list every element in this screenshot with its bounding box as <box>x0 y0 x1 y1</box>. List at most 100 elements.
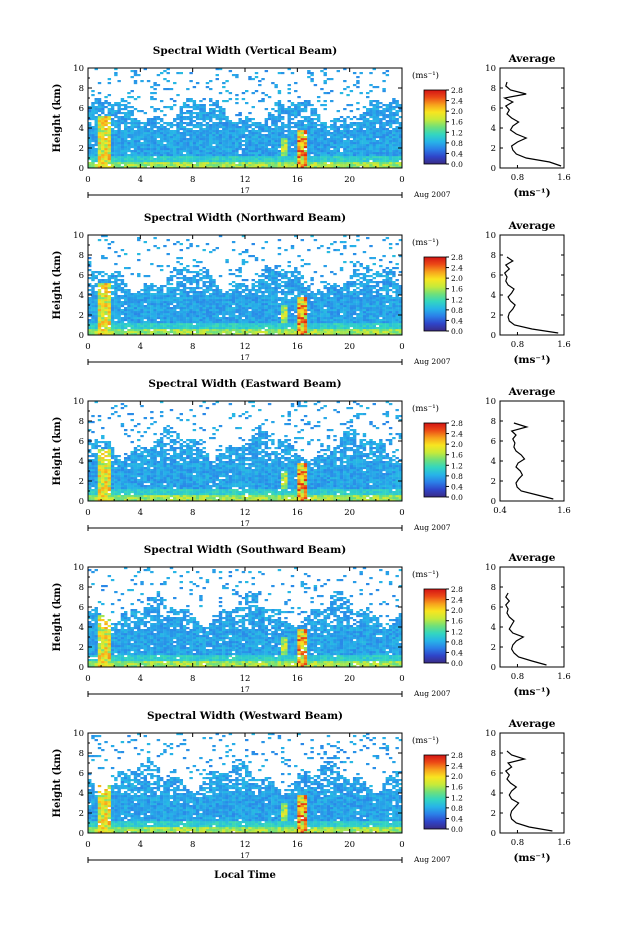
colorbar-tick-label: 0.4 <box>451 149 463 158</box>
profile-frame <box>499 400 565 502</box>
colorbar-tick-label: 2.8 <box>451 419 463 428</box>
heatmap-cells <box>88 567 403 668</box>
colorbar <box>423 89 447 165</box>
profile-y-tick-label: 10 <box>485 729 496 739</box>
x-tick-label: 0 <box>399 175 404 185</box>
y-axis-label: Height (km) <box>52 749 63 818</box>
profile-x-tick-label: 0.8 <box>511 838 525 848</box>
profile-y-tick-label: 8 <box>491 749 496 759</box>
y-tick-label: 10 <box>73 231 84 241</box>
profile-y-tick-label: 2 <box>491 643 496 653</box>
colorbar-unit: (ms⁻¹) <box>412 70 439 81</box>
y-tick-label: 6 <box>79 271 84 281</box>
colorbar-tick-label: 1.6 <box>451 783 463 792</box>
profile-frame <box>499 234 565 336</box>
profile-y-tick-label: 4 <box>491 789 496 799</box>
profile-line <box>505 592 547 666</box>
profile-frame <box>499 67 565 169</box>
y-tick-label: 2 <box>79 809 84 819</box>
profile-x-tick-label: 0.4 <box>493 506 507 516</box>
profile-line <box>502 81 562 167</box>
y-tick-label: 10 <box>73 729 84 739</box>
colorbar-tick-label: 1.6 <box>451 451 463 460</box>
profile-y-tick-label: 8 <box>491 417 496 427</box>
heatmap-title: Spectral Width (Westward Beam) <box>147 710 343 722</box>
profile-x-label: (ms⁻¹) <box>513 354 550 366</box>
profile-y-tick-label: 0 <box>491 663 496 673</box>
profile-y-tick-label: 8 <box>491 84 496 94</box>
profile-x-label: (ms⁻¹) <box>513 686 550 698</box>
x-tick-label: 8 <box>190 175 195 185</box>
y-tick-label: 0 <box>79 331 84 341</box>
profile-y-tick-label: 6 <box>491 603 496 613</box>
colorbar-tick-label: 2.8 <box>451 751 463 760</box>
profile-title: Average <box>508 53 556 65</box>
profile-y-tick-label: 6 <box>491 437 496 447</box>
heatmap-title: Spectral Width (Eastward Beam) <box>148 378 341 390</box>
x-tick-label: 8 <box>190 342 195 352</box>
panel-3: Spectral Width (Eastward Beam) 0 2 4 6 8 10 0 4 8… <box>52 378 571 532</box>
colorbar-tick-label: 0.4 <box>451 648 463 657</box>
colorbar-tick-label: 2.4 <box>451 97 463 106</box>
x-tick-label: 0 <box>85 840 90 850</box>
x-tick-label: 0 <box>85 674 90 684</box>
profile-x-tick-label: 0.8 <box>511 672 525 682</box>
profile-y-tick-label: 0 <box>491 497 496 507</box>
y-tick-label: 8 <box>79 749 84 759</box>
x-tick-label: 8 <box>190 840 195 850</box>
colorbar-tick-label: 0.4 <box>451 814 463 823</box>
x-tick-label: 4 <box>138 840 143 850</box>
heatmap-cells <box>88 235 403 336</box>
x-tick-label: 20 <box>344 175 355 185</box>
colorbar-tick-label: 0.8 <box>451 638 463 647</box>
colorbar-tick-label: 0.8 <box>451 306 463 315</box>
profile-y-tick-label: 8 <box>491 251 496 261</box>
y-tick-label: 6 <box>79 769 84 779</box>
profile-y-tick-label: 10 <box>485 231 496 241</box>
x-tick-label: 20 <box>344 840 355 850</box>
colorbar <box>423 754 447 830</box>
x-tick-label: 16 <box>292 840 303 850</box>
colorbar-tick-label: 0.8 <box>451 139 463 148</box>
x-tick-label: 12 <box>240 674 251 684</box>
profile-frame <box>499 566 565 668</box>
y-tick-label: 2 <box>79 311 84 321</box>
profile-y-tick-label: 4 <box>491 623 496 633</box>
profile-frame <box>499 732 565 834</box>
y-tick-label: 4 <box>79 789 84 799</box>
y-axis-label: Height (km) <box>52 417 63 486</box>
y-tick-label: 8 <box>79 417 84 427</box>
x-tick-label: 4 <box>138 674 143 684</box>
colorbar-tick-label: 2.8 <box>451 585 463 594</box>
panel-4: Spectral Width (Southward Beam) 0 2 4 6 8 10 0 4… <box>52 544 571 698</box>
profile-y-tick-label: 4 <box>491 457 496 467</box>
profile-title: Average <box>508 220 556 232</box>
x-tick-label: 8 <box>190 508 195 518</box>
x-tick-label: 16 <box>292 175 303 185</box>
x-tick-label: 16 <box>292 508 303 518</box>
colorbar-tick-label: 2.8 <box>451 86 463 95</box>
colorbar <box>423 588 447 664</box>
y-tick-label: 2 <box>79 643 84 653</box>
x-tick-label: 0 <box>399 342 404 352</box>
colorbar-tick-label: 2.0 <box>451 274 463 283</box>
y-tick-label: 4 <box>79 623 84 633</box>
y-axis-label: Height (km) <box>52 84 63 153</box>
heatmap-cells <box>88 733 403 834</box>
profile-title: Average <box>508 552 556 564</box>
y-axis-label: Height (km) <box>52 583 63 652</box>
colorbar-tick-label: 0.0 <box>451 825 463 834</box>
date-month: Aug 2007 <box>413 855 451 864</box>
date-month: Aug 2007 <box>413 523 451 532</box>
y-tick-label: 2 <box>79 477 84 487</box>
colorbar-unit: (ms⁻¹) <box>412 569 439 580</box>
colorbar-unit: (ms⁻¹) <box>412 735 439 746</box>
x-tick-label: 12 <box>240 508 251 518</box>
colorbar-tick-label: 0.4 <box>451 316 463 325</box>
x-tick-label: 4 <box>138 508 143 518</box>
y-tick-label: 8 <box>79 583 84 593</box>
y-tick-label: 2 <box>79 144 84 154</box>
colorbar-tick-label: 1.2 <box>451 295 463 304</box>
colorbar-tick-label: 0.0 <box>451 160 463 169</box>
